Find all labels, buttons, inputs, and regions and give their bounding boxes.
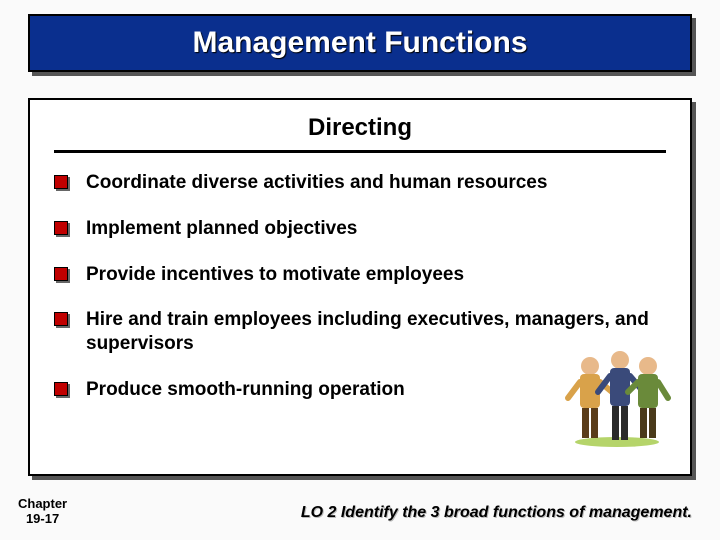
chapter-label: Chapter 19-17 [18,497,67,526]
slide-title: Management Functions [192,26,527,60]
title-banner: Management Functions [28,14,692,72]
bullet-text: Coordinate diverse activities and human … [86,172,547,193]
learning-objective: LO 2 Identify the 3 broad functions of m… [301,504,692,522]
bullet-icon [54,312,68,326]
list-item: Coordinate diverse activities and human … [54,171,666,195]
bullet-icon [54,221,68,235]
content-box: Directing Coordinate diverse activities … [28,98,692,476]
bullet-icon [54,382,68,396]
chapter-word: Chapter [18,496,67,511]
list-item: Implement planned objectives [54,217,666,241]
bullet-text: Provide incentives to motivate employees [86,264,464,285]
subtitle: Directing [54,114,666,142]
bullet-text: Produce smooth-running operation [86,379,405,400]
bullet-icon [54,175,68,189]
chapter-number: 19-17 [26,511,59,526]
list-item: Provide incentives to motivate employees [54,263,666,287]
bullet-icon [54,267,68,281]
divider [54,150,666,153]
bullet-text: Implement planned objectives [86,218,357,239]
people-clipart-icon [562,338,672,448]
